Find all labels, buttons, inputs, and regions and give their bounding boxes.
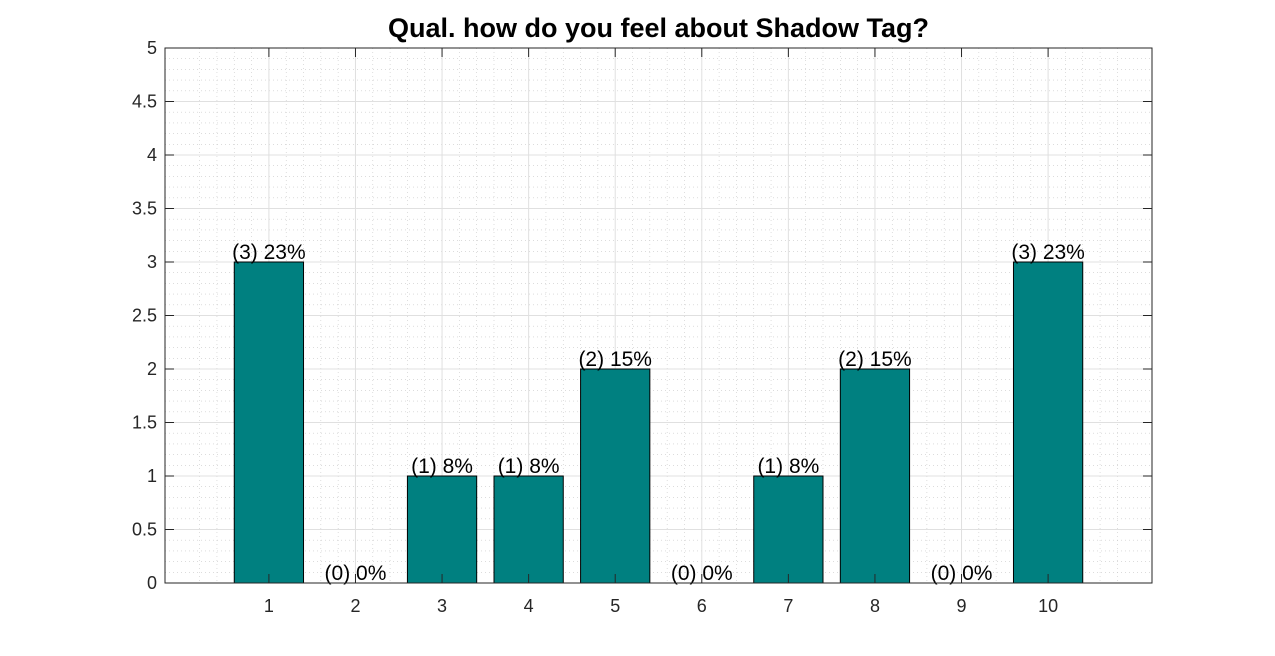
bar-data-label: (2) 15% bbox=[838, 348, 912, 371]
x-tick-label: 2 bbox=[350, 596, 360, 616]
y-tick-label: 2 bbox=[147, 359, 157, 379]
bar-10 bbox=[1012, 261, 1084, 584]
bar-8 bbox=[839, 368, 911, 584]
bar-1 bbox=[233, 261, 305, 584]
axis-ticks bbox=[165, 47, 1152, 584]
bar-4 bbox=[493, 475, 564, 584]
bar-labels: (3) 23% (0) 0% (1) 8% (1) 8% (2) 15% (0) 0% (1… bbox=[232, 241, 1085, 585]
minor-grid bbox=[165, 48, 1152, 583]
bar-data-label: (0) 0% bbox=[325, 562, 387, 585]
x-tick-labels: 1 2 3 4 5 6 7 8 9 10 bbox=[264, 596, 1058, 616]
bar-data-label: (1) 8% bbox=[757, 455, 819, 478]
y-tick-label: 3 bbox=[147, 252, 157, 272]
y-tick-label: 1.5 bbox=[132, 413, 157, 433]
y-tick-label: 0 bbox=[147, 573, 157, 593]
x-tick-label: 10 bbox=[1038, 596, 1058, 616]
y-tick-label: 4 bbox=[147, 145, 157, 165]
bar-data-label: (2) 15% bbox=[578, 348, 652, 371]
y-tick-labels: 0 0.5 1 1.5 2 2.5 3 3.5 4 4.5 5 bbox=[132, 38, 157, 593]
bar-3 bbox=[406, 475, 478, 584]
bar-data-label: (0) 0% bbox=[931, 562, 993, 585]
x-tick-label: 7 bbox=[783, 596, 793, 616]
bar-5 bbox=[580, 368, 651, 584]
bar-data-label: (0) 0% bbox=[671, 562, 733, 585]
bar-7 bbox=[753, 475, 824, 584]
x-tick-label: 8 bbox=[870, 596, 880, 616]
y-tick-label: 2.5 bbox=[132, 306, 157, 326]
y-tick-label: 3.5 bbox=[132, 199, 157, 219]
y-tick-label: 4.5 bbox=[132, 92, 157, 112]
bar-data-label: (1) 8% bbox=[411, 455, 473, 478]
y-tick-label: 5 bbox=[147, 38, 157, 58]
x-tick-label: 9 bbox=[957, 596, 967, 616]
bars bbox=[233, 261, 1084, 584]
bar-data-label: (3) 23% bbox=[232, 241, 306, 264]
x-tick-label: 4 bbox=[524, 596, 534, 616]
chart-title: Qual. how do you feel about Shadow Tag? bbox=[388, 13, 929, 43]
bar-data-label: (3) 23% bbox=[1011, 241, 1085, 264]
y-tick-label: 1 bbox=[147, 466, 157, 486]
y-tick-label: 0.5 bbox=[132, 520, 157, 540]
x-tick-label: 5 bbox=[610, 596, 620, 616]
x-tick-label: 6 bbox=[697, 596, 707, 616]
x-tick-label: 3 bbox=[437, 596, 447, 616]
bar-data-label: (1) 8% bbox=[498, 455, 560, 478]
x-tick-label: 1 bbox=[264, 596, 274, 616]
